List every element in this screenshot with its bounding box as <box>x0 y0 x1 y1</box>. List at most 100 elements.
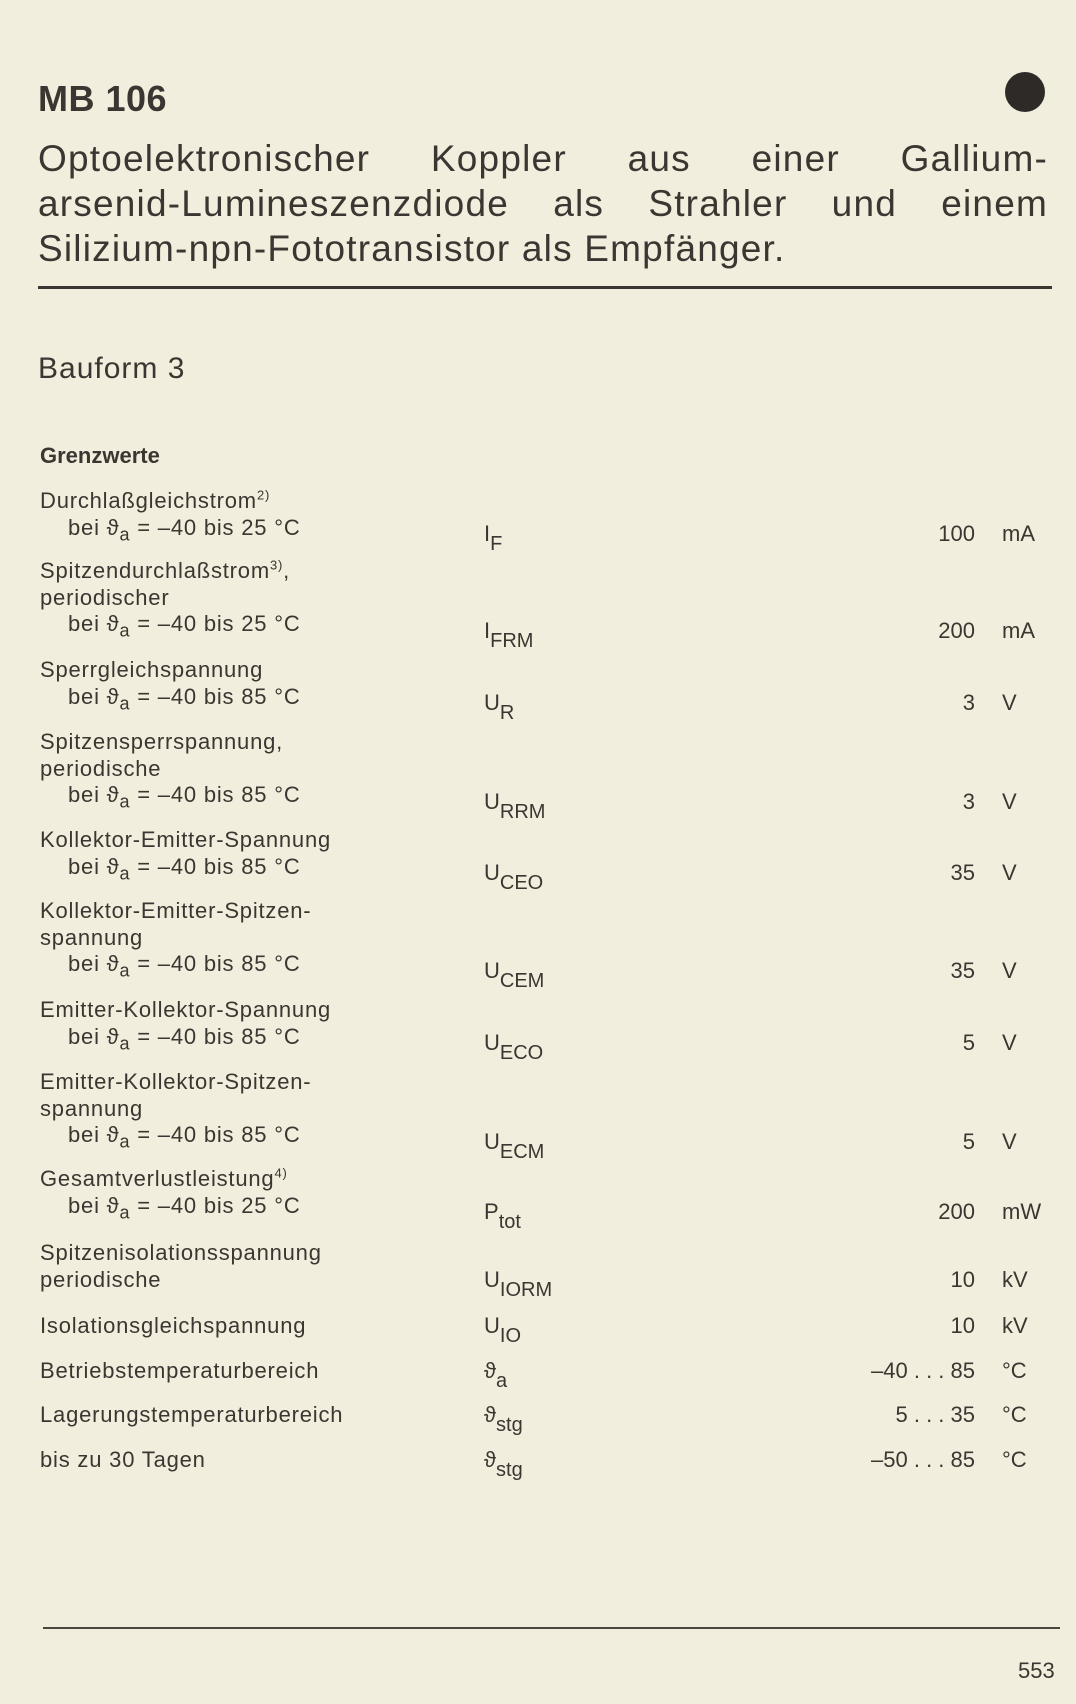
symbol-subscript: F <box>490 533 503 556</box>
symbol-subscript: R <box>499 702 515 725</box>
label-text: Emitter-Kollektor-Spitzen- <box>40 1069 312 1094</box>
table-row: Spitzendurchlaßstrom3), periodischer bei ϑ… <box>40 557 1076 651</box>
label-line: Spitzenisolationsspannung <box>40 1240 1076 1267</box>
value: –50 . . . 85 <box>871 1447 975 1472</box>
table-row: Emitter-Kollektor-Spitzen-spannung bei ϑa… <box>40 1069 1076 1162</box>
parameter-label: Lagerungstemperaturbereich <box>40 1402 1076 1429</box>
condition-text: = –40 bis 25 °C <box>130 514 301 540</box>
description-line: arsenid-Lumineszenzdiode als Strahler un… <box>38 183 1048 224</box>
label-text: Emitter-Kollektor-Spannung <box>40 997 332 1022</box>
condition-text: = –40 bis 85 °C <box>130 1122 301 1148</box>
label-line: bei ϑa = –40 bis 85 °C <box>40 1122 1076 1155</box>
symbol: UECO <box>484 1030 543 1063</box>
label-text: Spitzenisolationsspannung <box>40 1240 322 1265</box>
subscript: a <box>119 523 131 544</box>
unit: V <box>1002 1029 1017 1055</box>
symbol-subscript: stg <box>496 1459 523 1482</box>
label-text: Sperrgleichspannung <box>40 657 264 682</box>
symbol-main: U <box>484 1128 500 1154</box>
unit: kV <box>1002 1266 1028 1292</box>
label-line: spannung <box>40 925 1076 952</box>
label-line: Kollektor-Emitter-Spitzen- <box>40 898 1076 925</box>
symbol-subscript: CEO <box>499 872 544 895</box>
parameter-label: bis zu 30 Tagen <box>40 1447 1076 1474</box>
symbol-subscript: a <box>496 1370 508 1393</box>
label-line: bei ϑa = –40 bis 85 °C <box>40 854 1076 887</box>
value: 10 <box>950 1266 975 1292</box>
label-line: Sperrgleichspannung <box>40 657 1076 684</box>
parameter-label: Kollektor-Emitter-Spitzen-spannung bei ϑa… <box>40 898 1076 984</box>
table-row: Isolationsgleichspannung UIO 10 kV <box>40 1313 1076 1346</box>
subscript: a <box>119 1131 131 1152</box>
label-text: periodische <box>40 1266 162 1292</box>
parameter-label: Spitzensperrspannung, periodische bei ϑa =… <box>40 729 1076 815</box>
label-text: spannung <box>40 1095 144 1121</box>
label-line: Emitter-Kollektor-Spitzen- <box>40 1069 1076 1096</box>
table-row: Betriebstemperaturbereich ϑa –40 . . . 85 °… <box>40 1358 1076 1391</box>
label-text: bei ϑ <box>68 683 120 709</box>
label-line: bei ϑa = –40 bis 25 °C <box>40 611 1076 644</box>
label-text: bei ϑ <box>68 853 120 879</box>
label-line: Emitter-Kollektor-Spannung <box>40 997 1076 1024</box>
label-line: bei ϑa = –40 bis 25 °C <box>40 1193 1076 1226</box>
label-line: periodischer <box>40 585 1076 612</box>
condition-text: = –40 bis 85 °C <box>130 853 301 879</box>
footnote-ref: 3) <box>269 557 284 573</box>
label-line: Gesamtverlustleistung4) <box>40 1166 1076 1193</box>
label-text: spannung <box>40 924 144 950</box>
subscript: a <box>119 862 131 883</box>
symbol: ϑstg <box>484 1447 523 1480</box>
symbol: ϑa <box>484 1358 507 1391</box>
symbol-main: U <box>484 788 500 814</box>
value: 5 . . . 35 <box>895 1402 976 1427</box>
symbol: IF <box>484 520 502 554</box>
symbol: UCEO <box>484 860 543 893</box>
label-text: Isolationsgleichspannung <box>40 1313 307 1338</box>
unit: V <box>1002 788 1017 814</box>
value: 200 <box>938 1198 975 1224</box>
symbol: ϑstg <box>484 1402 523 1435</box>
label-text: bei ϑ <box>68 514 120 540</box>
unit: mW <box>1002 1198 1042 1224</box>
subscript: a <box>119 791 131 812</box>
value: 35 <box>950 859 975 885</box>
label-line: bei ϑa = –40 bis 85 °C <box>40 684 1076 717</box>
label-text: bei ϑ <box>68 1192 120 1218</box>
subscript: a <box>119 1201 131 1222</box>
symbol-main: I <box>484 520 491 546</box>
unit: °C <box>1002 1402 1027 1427</box>
symbol-main: ϑ <box>484 1358 497 1383</box>
footnote-ref: 2) <box>256 487 271 503</box>
table-row: Spitzenisolationsspannung periodische UIOR… <box>40 1240 1076 1300</box>
symbol: URRM <box>484 788 545 822</box>
symbol-subscript: CEM <box>499 969 545 992</box>
symbol-main: U <box>484 1313 500 1338</box>
unit: V <box>1002 957 1017 983</box>
footnote-ref: 4) <box>274 1165 288 1181</box>
label-text: bis zu 30 Tagen <box>40 1447 206 1472</box>
value: 100 <box>938 520 975 546</box>
parameter-label: Spitzenisolationsspannung periodische <box>40 1240 1076 1293</box>
label-text: bei ϑ <box>68 1023 120 1049</box>
bauform-label: Bauform 3 <box>38 352 186 385</box>
label-line: Lagerungstemperaturbereich <box>40 1402 1076 1429</box>
subscript: a <box>119 620 131 641</box>
description-line: Optoelektronischer Koppler aus einer Gal… <box>38 138 1048 179</box>
label-text: bei ϑ <box>68 782 120 808</box>
table-row: Sperrgleichspannung bei ϑa = –40 bis 85 °… <box>40 657 1076 723</box>
table-row: Durchlaßgleichstrom2) bei ϑa = –40 bis 25… <box>40 488 1076 554</box>
condition-text: = –40 bis 25 °C <box>130 611 301 637</box>
parameter-label: Durchlaßgleichstrom2) bei ϑa = –40 bis 25… <box>40 488 1076 548</box>
symbol-main: U <box>484 1266 500 1292</box>
label-text: Spitzendurchlaßstrom <box>40 558 270 583</box>
page-title: MB 106 <box>38 78 168 119</box>
label-line: bis zu 30 Tagen <box>40 1447 1076 1474</box>
symbol-main: I <box>484 617 491 643</box>
label-text: periodische <box>40 755 162 781</box>
value: 5 <box>962 1128 975 1154</box>
symbol-subscript: FRM <box>490 629 534 652</box>
value: –40 . . . 85 <box>871 1358 975 1383</box>
value: 200 <box>938 617 975 643</box>
unit: °C <box>1002 1358 1027 1383</box>
unit: kV <box>1002 1313 1028 1338</box>
